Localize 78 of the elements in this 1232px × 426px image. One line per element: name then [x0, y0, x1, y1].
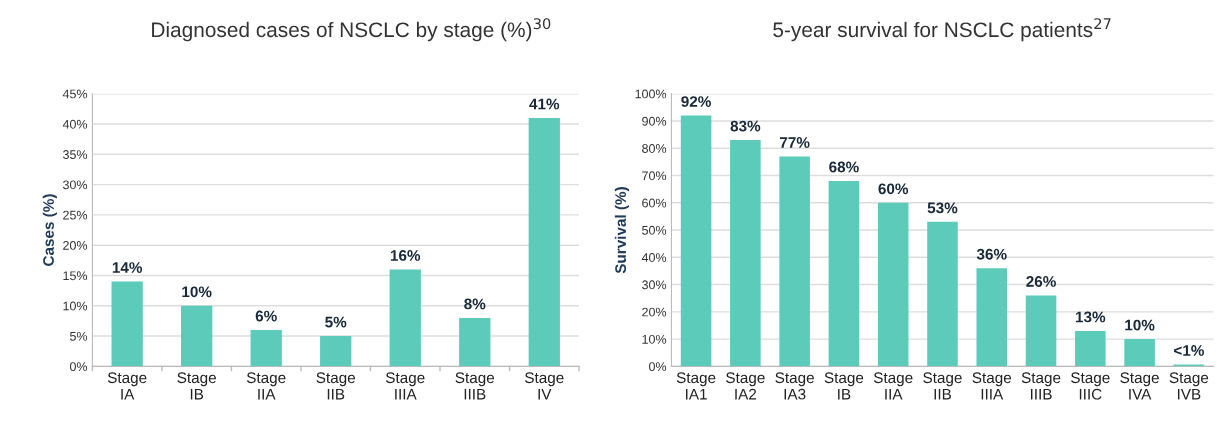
- x-tick-label: Stage IV: [525, 372, 564, 400]
- y-tick-label: 60%: [642, 198, 667, 208]
- data-label: 10%: [182, 286, 212, 298]
- x-tick-label: Stage IIB: [923, 372, 962, 400]
- data-label: 10%: [1125, 319, 1155, 331]
- y-tick-label: 45%: [62, 89, 88, 99]
- bar: [389, 269, 421, 367]
- data-label: 8%: [464, 298, 486, 310]
- y-tick-label: 90%: [642, 116, 667, 126]
- y-tick-label: 30%: [63, 180, 88, 190]
- data-label: 41%: [529, 98, 560, 110]
- y-tick-label: 10%: [63, 301, 88, 311]
- bar: [877, 202, 909, 367]
- data-label: 83%: [730, 120, 761, 132]
- bar: [459, 317, 491, 367]
- bar: [320, 336, 352, 367]
- data-label: 26%: [1026, 276, 1056, 287]
- y-tick-label: 15%: [63, 271, 88, 281]
- x-tick-label: Stage IB: [177, 372, 216, 400]
- data-label: 14%: [112, 262, 143, 273]
- bar: [976, 268, 1008, 367]
- bar: [1025, 295, 1057, 367]
- x-tick-label: Stage IA3: [775, 372, 814, 400]
- bar: [181, 305, 213, 367]
- x-tick-label: Stage IB: [824, 372, 864, 400]
- x-tick-label: Stage IA2: [726, 372, 765, 400]
- y-tick-label: 0%: [69, 362, 88, 372]
- bar: [828, 180, 860, 367]
- bar: [680, 115, 712, 367]
- x-tick-label: Stage IIIA: [385, 372, 425, 400]
- data-label: 77%: [780, 137, 810, 148]
- bar: [730, 140, 761, 367]
- y-tick-label: 35%: [63, 150, 88, 159]
- y-tick-label: 80%: [642, 144, 667, 153]
- y-tick-label: 100%: [635, 89, 667, 99]
- y-tick-label: 0%: [649, 362, 667, 372]
- data-label: 13%: [1075, 311, 1106, 323]
- data-label: 53%: [927, 202, 958, 214]
- y-tick-label: 20%: [63, 240, 88, 250]
- x-tick-label: Stage IIIA: [972, 372, 1012, 400]
- bar: [1075, 330, 1106, 367]
- chart-title: Diagnosed cases of NSCLC by stage (%)$^{30}$: [152, 18, 551, 42]
- bar: [111, 281, 143, 367]
- y-axis-title: Survival (%): [614, 187, 630, 274]
- bar: [1124, 339, 1155, 367]
- x-tick-label: Stage IVB: [1169, 372, 1209, 400]
- x-tick-label: Stage IA1: [676, 372, 716, 400]
- y-tick-label: 40%: [641, 253, 667, 262]
- data-label: <1%: [1174, 345, 1204, 356]
- y-tick-label: 40%: [62, 119, 88, 129]
- data-label: 5%: [325, 316, 347, 328]
- data-label: 36%: [976, 248, 1007, 260]
- x-tick-label: Stage IIIB: [455, 372, 495, 400]
- data-label: 68%: [829, 161, 859, 173]
- y-tick-label: 70%: [642, 171, 667, 181]
- y-tick-label: 50%: [642, 225, 667, 235]
- x-tick-label: Stage IIIC: [1071, 372, 1110, 400]
- y-tick-label: 25%: [63, 210, 88, 220]
- x-tick-label: Stage IA: [107, 372, 147, 400]
- bar: [779, 156, 810, 367]
- x-tick-label: Stage IIIB: [1021, 372, 1061, 400]
- y-axis-title: Cases (%): [42, 194, 57, 266]
- y-tick-label: 10%: [642, 334, 667, 344]
- bar: [927, 221, 958, 367]
- bar: [250, 330, 282, 367]
- x-tick-label: Stage IIA: [873, 372, 913, 400]
- x-tick-label: Stage IIB: [316, 372, 355, 400]
- y-tick-label: 5%: [69, 331, 88, 341]
- data-label: 6%: [255, 310, 277, 322]
- y-tick-label: 30%: [642, 280, 667, 290]
- data-label: 60%: [878, 183, 909, 195]
- y-tick-label: 20%: [642, 307, 667, 317]
- data-label: 92%: [681, 96, 711, 107]
- bar: [528, 117, 560, 367]
- x-tick-label: Stage IVA: [1120, 372, 1159, 400]
- data-label: 16%: [390, 250, 421, 261]
- x-tick-label: Stage IIA: [246, 372, 286, 400]
- chart-title: 5-year survival for NSCLC patients$^{27}$: [773, 18, 1111, 42]
